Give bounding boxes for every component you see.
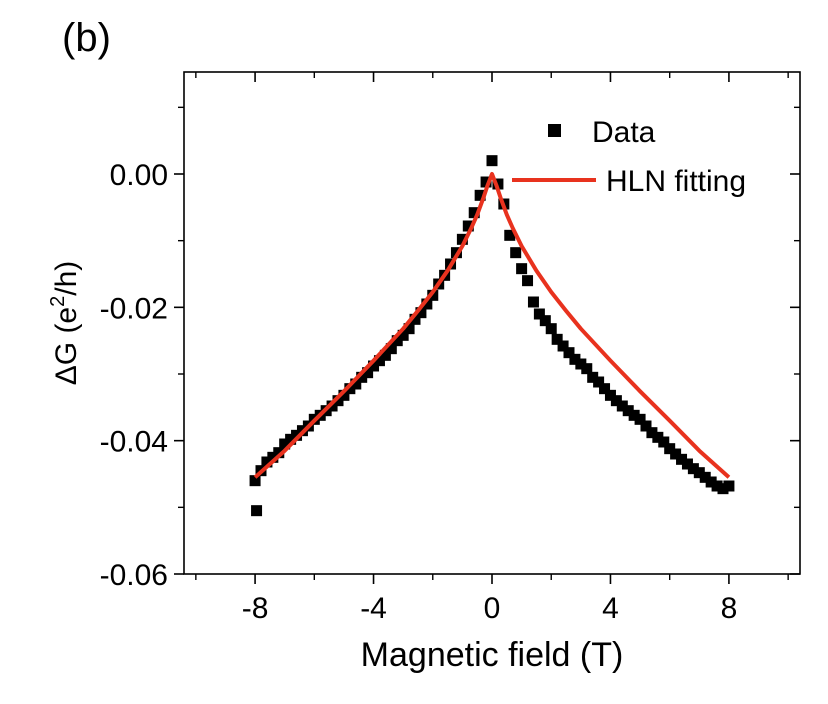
data-point <box>474 189 486 201</box>
data-point <box>604 389 616 401</box>
data-point <box>723 480 735 492</box>
data-point <box>658 436 670 448</box>
data-point <box>676 453 688 465</box>
data-point <box>273 447 285 459</box>
data-point <box>379 349 391 361</box>
y-tick-label: -0.02 <box>100 292 168 325</box>
data-point <box>486 155 498 167</box>
data-point <box>356 371 368 383</box>
axis-ticks <box>174 72 800 584</box>
data-point <box>279 438 291 450</box>
data-point <box>587 371 599 383</box>
data-point <box>291 429 303 441</box>
data-point <box>468 207 480 219</box>
data-point <box>427 289 439 301</box>
data-point <box>581 363 593 375</box>
y-tick-label: -0.06 <box>100 559 168 592</box>
data-point <box>575 358 587 370</box>
data-point <box>344 383 356 395</box>
data-point <box>403 323 415 335</box>
data-point <box>681 458 693 470</box>
tick-labels: -8 -4 0 4 8 0.00 -0.02 -0.04 -0.06 <box>100 159 738 625</box>
x-tick-label: 0 <box>484 592 501 625</box>
data-point <box>516 263 528 275</box>
x-tick-label: 4 <box>602 592 619 625</box>
data-point <box>261 456 273 468</box>
data-point <box>326 400 338 412</box>
data-point <box>251 505 263 517</box>
legend-fit-label: HLN fitting <box>606 165 746 198</box>
data-point <box>362 367 374 379</box>
data-point <box>664 443 676 455</box>
data-point <box>693 467 705 479</box>
data-point <box>652 431 664 443</box>
fit-layer <box>253 172 731 479</box>
data-point <box>338 389 350 401</box>
data-point <box>563 347 575 359</box>
data-point <box>646 427 658 439</box>
x-tick-label: -4 <box>360 592 387 625</box>
data-point <box>616 400 628 412</box>
y-axis-label-suffix: /h) <box>50 261 83 296</box>
data-point <box>504 229 516 241</box>
data-point <box>569 353 581 365</box>
data-point <box>385 343 397 355</box>
data-point <box>368 360 380 372</box>
data-point <box>397 329 409 341</box>
data-point <box>510 247 522 259</box>
data-layer <box>249 155 735 517</box>
y-tick-label: -0.04 <box>100 426 168 459</box>
x-axis-label: Magnetic field (T) <box>361 636 624 674</box>
data-point <box>391 335 403 347</box>
data-point <box>687 463 699 475</box>
data-point <box>640 420 652 432</box>
data-point <box>522 275 534 287</box>
data-point <box>480 176 492 188</box>
y-axis-label-prefix: ΔG (e <box>50 307 83 385</box>
data-point <box>699 471 711 483</box>
plot-frame <box>183 71 801 575</box>
data-point <box>373 355 385 367</box>
data-point <box>545 323 557 335</box>
y-axis-label: ΔG (e2/h) <box>47 261 83 386</box>
data-point <box>634 413 646 425</box>
data-point <box>539 315 551 327</box>
data-point <box>249 475 261 487</box>
data-point <box>670 448 682 460</box>
data-point <box>705 476 717 488</box>
data-point <box>421 298 433 310</box>
legend: Data HLN fitting <box>512 116 746 198</box>
x-tick-label: 8 <box>721 592 738 625</box>
data-point <box>415 307 427 319</box>
data-point <box>557 340 569 352</box>
data-point <box>285 433 297 445</box>
data-point <box>717 483 729 495</box>
data-point <box>462 220 474 232</box>
data-point <box>527 296 539 308</box>
hln-fit-line <box>253 172 731 479</box>
y-axis-label-sup: 2 <box>47 296 69 307</box>
data-point <box>350 378 362 390</box>
data-point <box>622 405 634 417</box>
data-point <box>551 333 563 345</box>
data-point <box>409 313 421 325</box>
x-tick-label: -8 <box>242 592 269 625</box>
data-point <box>456 233 468 245</box>
data-point <box>593 376 605 388</box>
legend-data-marker <box>548 124 561 137</box>
data-point <box>599 383 611 395</box>
data-point <box>628 409 640 421</box>
data-point <box>267 451 279 463</box>
data-point <box>332 395 344 407</box>
data-point <box>610 395 622 407</box>
panel-label: (b) <box>62 16 111 60</box>
legend-data-label: Data <box>592 116 656 149</box>
data-point <box>711 480 723 492</box>
data-point <box>533 308 545 320</box>
y-tick-label: 0.00 <box>110 159 168 192</box>
